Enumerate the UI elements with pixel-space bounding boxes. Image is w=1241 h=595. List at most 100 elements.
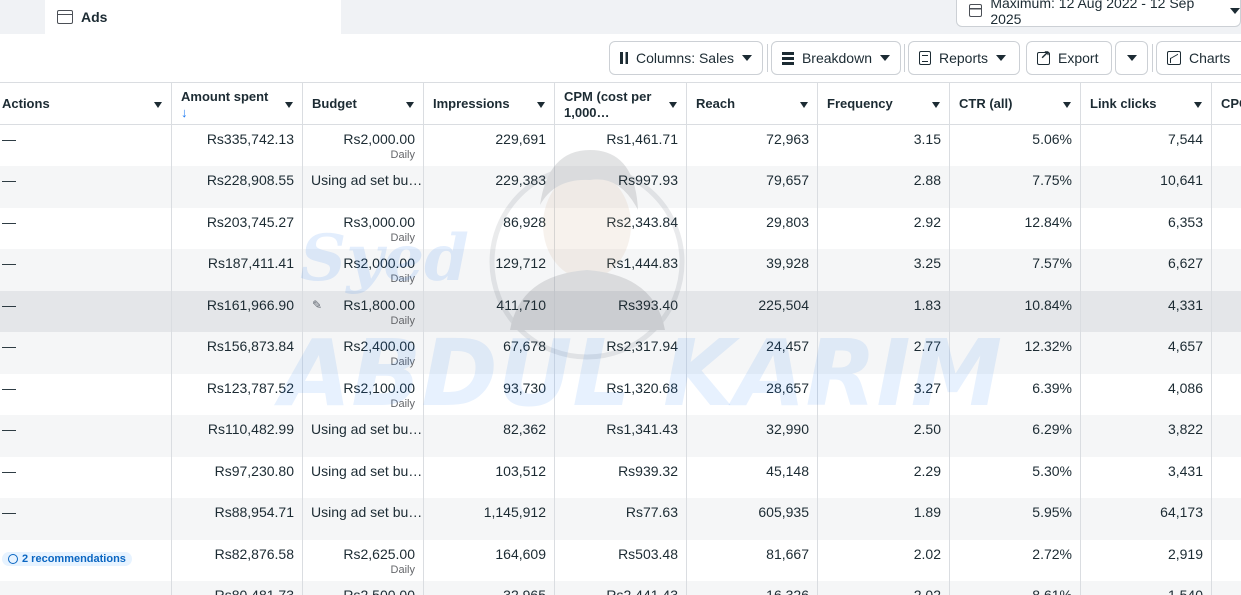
cell-impressions: 129,712 — [424, 249, 555, 291]
cell-budget[interactable]: Using ad set bu… — [303, 166, 424, 208]
export-button[interactable]: Export — [1026, 41, 1112, 75]
budget-period: Daily — [390, 149, 415, 161]
cell-value: 229,383 — [495, 172, 546, 188]
cell-link_clicks: 64,173 — [1081, 498, 1212, 540]
charts-button-label: Charts — [1189, 50, 1231, 66]
cell-frequency: 2.50 — [818, 415, 950, 457]
cell-value: Rs2,000.00 — [343, 131, 415, 147]
column-header-cpm[interactable]: CPM (cost per 1,000… — [555, 83, 687, 125]
cell-value: Using ad set bu… — [311, 463, 423, 479]
column-header-impressions[interactable]: Impressions — [424, 83, 555, 125]
table-row[interactable]: 2 recommendations Rs82,876.58 Rs2,625.00 Da… — [0, 540, 1241, 582]
cell-impressions: 164,609 — [424, 540, 555, 582]
reports-button[interactable]: Reports — [908, 41, 1020, 75]
cell-value: Rs1,800.00 — [343, 297, 415, 313]
cell-value: 29,803 — [766, 214, 809, 230]
cell-ctr: 12.84% — [950, 208, 1081, 250]
cell-value: 6,353 — [1167, 214, 1203, 230]
column-header-budget[interactable]: Budget — [303, 83, 424, 125]
cell-ctr: 2.72% — [950, 540, 1081, 582]
cell-budget[interactable]: Rs2,100.00 Daily — [303, 374, 424, 416]
table-row[interactable]: — Rs97,230.80 Using ad set bu… 103,512 Rs939… — [0, 457, 1241, 499]
column-menu-icon[interactable] — [285, 102, 293, 108]
date-range-picker[interactable]: Maximum: 12 Aug 2022 - 12 Sep 2025 — [956, 0, 1241, 27]
table-row[interactable]: — Rs335,742.13 Rs2,000.00 Daily 229,691 Rs1,4… — [0, 125, 1241, 167]
cell-budget[interactable]: Rs1,800.00 ✎ Daily — [303, 291, 424, 333]
cell-budget[interactable]: Rs2,625.00 Daily — [303, 540, 424, 582]
cell-value: 6.29% — [1032, 421, 1072, 437]
table-row[interactable]: — Rs123,787.52 Rs2,100.00 Daily 93,730 Rs1,32… — [0, 374, 1241, 416]
divider — [767, 44, 768, 72]
cell-amount_spent: Rs123,787.52 — [172, 374, 303, 416]
cell-frequency: 1.83 — [818, 291, 950, 333]
column-menu-icon[interactable] — [932, 102, 940, 108]
cell-frequency: 3.27 — [818, 374, 950, 416]
cell-amount_spent: Rs82,876.58 — [172, 540, 303, 582]
recommendations-chip[interactable]: 2 recommendations — [2, 552, 132, 566]
table-row[interactable]: — Rs88,954.71 Using ad set bu… 1,145,912 Rs7… — [0, 498, 1241, 540]
chevron-down-icon — [996, 55, 1007, 61]
column-header-reach[interactable]: Reach — [687, 83, 818, 125]
table-row[interactable]: — Rs80,481.73 Rs2,500.00 32,965 Rs2,441.43 16… — [0, 581, 1241, 595]
date-range-label: Maximum: 12 Aug 2022 - 12 Sep 2025 — [990, 0, 1195, 27]
cell-value: Rs203,745.27 — [206, 214, 294, 230]
table-row[interactable]: — Rs228,908.55 Using ad set bu… 229,383 Rs99… — [0, 166, 1241, 208]
cell-value: — — [2, 463, 16, 479]
pencil-icon[interactable]: ✎ — [312, 298, 323, 312]
table-row[interactable]: — Rs203,745.27 Rs3,000.00 Daily 86,928 Rs2,34… — [0, 208, 1241, 250]
column-menu-icon[interactable] — [406, 102, 414, 108]
cell-value: Rs2,625.00 — [343, 546, 415, 562]
cell-cpm: Rs77.63 — [555, 498, 687, 540]
column-header-link_clicks[interactable]: Link clicks — [1081, 83, 1212, 125]
cell-value: 12.84% — [1024, 214, 1072, 230]
cell-budget[interactable]: Using ad set bu… — [303, 457, 424, 499]
cell-budget[interactable]: Rs3,000.00 Daily — [303, 208, 424, 250]
export-options-button[interactable] — [1115, 41, 1148, 75]
cell-budget[interactable]: Rs2,500.00 — [303, 581, 424, 595]
cell-impressions: 82,362 — [424, 415, 555, 457]
cell-value: 2.29 — [913, 463, 941, 479]
cell-value: Rs2,343.84 — [606, 214, 678, 230]
table-row[interactable]: — Rs110,482.99 Using ad set bu… 82,362 Rs1,3… — [0, 415, 1241, 457]
cell-value: 7,544 — [1167, 131, 1203, 147]
column-header-ctr[interactable]: CTR (all) — [950, 83, 1081, 125]
cell-value: Rs110,482.99 — [207, 421, 294, 437]
column-header-cpc[interactable]: CPC — [1212, 83, 1241, 125]
cell-impressions: 67,678 — [424, 332, 555, 374]
breakdown-button[interactable]: Breakdown — [771, 41, 901, 75]
cell-value: 2.02 — [913, 587, 941, 595]
column-menu-icon[interactable] — [154, 102, 162, 108]
table-row[interactable]: — Rs161,966.90 Rs1,800.00 ✎ Daily 411,710 Rs39… — [0, 291, 1241, 333]
cell-value: 10,641 — [1160, 172, 1203, 188]
cell-ctr: 6.39% — [950, 374, 1081, 416]
column-header-frequency[interactable]: Frequency — [818, 83, 950, 125]
cell-actions: — — [0, 581, 172, 595]
cell-actions: — — [0, 208, 172, 250]
cell-budget[interactable]: Rs2,400.00 Daily — [303, 332, 424, 374]
cell-budget[interactable]: Rs2,000.00 Daily — [303, 125, 424, 167]
chart-icon — [1167, 51, 1181, 65]
column-menu-icon[interactable] — [800, 102, 808, 108]
cell-budget[interactable]: Rs2,000.00 Daily — [303, 249, 424, 291]
cell-budget[interactable]: Using ad set bu… — [303, 415, 424, 457]
table-row[interactable]: — Rs156,873.84 Rs2,400.00 Daily 67,678 Rs2,31… — [0, 332, 1241, 374]
cell-value: 3.27 — [913, 380, 941, 396]
sort-descending-icon[interactable]: ↓ — [181, 105, 188, 120]
column-header-actions[interactable]: Actions — [0, 83, 172, 125]
column-menu-icon[interactable] — [1063, 102, 1071, 108]
column-menu-icon[interactable] — [1194, 102, 1202, 108]
top-strip: Ads Maximum: 12 Aug 2022 - 12 Sep 2025 — [0, 0, 1241, 34]
column-menu-icon[interactable] — [537, 102, 545, 108]
cell-reach: 45,148 — [687, 457, 818, 499]
columns-button[interactable]: Columns: Sales — [609, 41, 763, 75]
column-menu-icon[interactable] — [669, 102, 677, 108]
export-icon — [1037, 48, 1050, 65]
cell-value: — — [2, 504, 16, 520]
ads-tab[interactable]: Ads — [45, 0, 341, 34]
charts-button[interactable]: Charts — [1156, 41, 1241, 75]
table-row[interactable]: — Rs187,411.41 Rs2,000.00 Daily 129,712 Rs1,4… — [0, 249, 1241, 291]
cell-value: Rs187,411.41 — [207, 255, 294, 271]
column-header-amount_spent[interactable]: Amount spent ↓ — [172, 83, 303, 125]
budget-period: Daily — [390, 564, 415, 576]
cell-budget[interactable]: Using ad set bu… — [303, 498, 424, 540]
